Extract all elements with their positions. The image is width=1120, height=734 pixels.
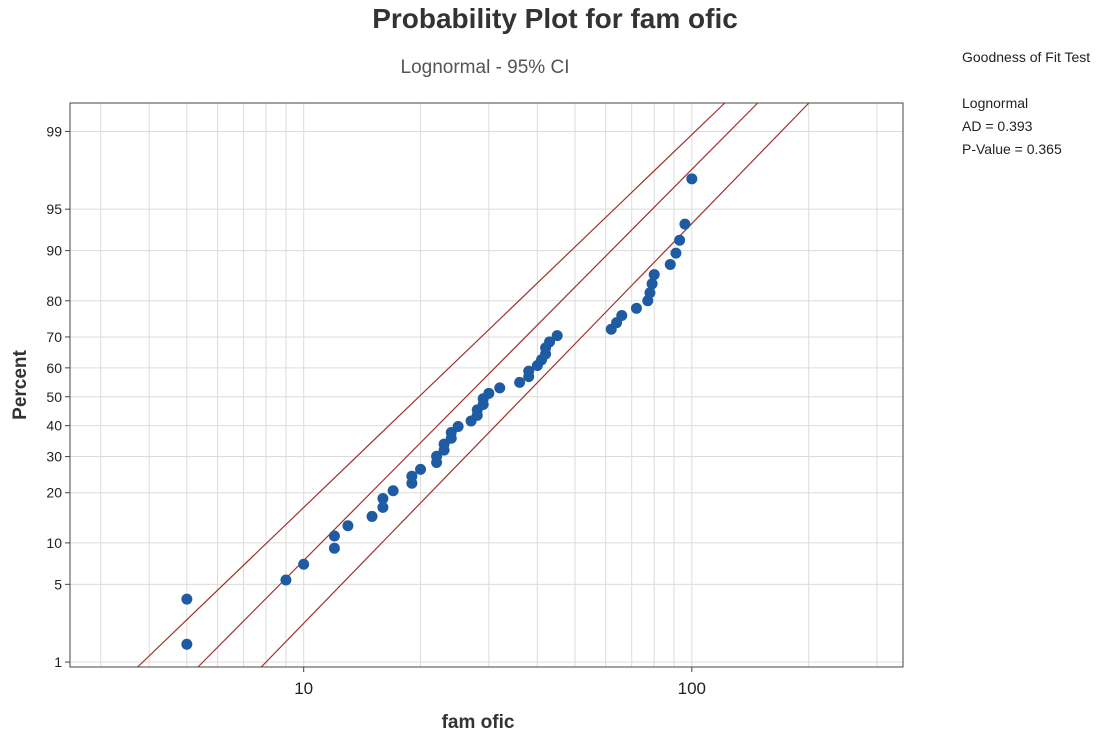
data-point [646,278,658,290]
data-point [644,287,656,299]
gof-ad-statistic: AD = 0.393 [962,118,1033,134]
y-tick-label: 95 [46,201,62,217]
data-point [483,387,495,399]
x-axis-ticks: 10 100 [294,667,706,698]
data-point [674,234,686,246]
data-point [181,593,193,605]
y-tick-label: 90 [46,243,62,259]
plot-area-border [69,102,904,668]
data-point [452,421,464,433]
data-point [679,218,691,230]
y-tick-label: 99 [46,123,62,139]
data-point [406,470,418,482]
data-point [648,269,660,281]
goodness-of-fit-panel: Goodness of Fit Test Lognormal AD = 0.39… [962,49,1090,157]
y-tick-label: 5 [54,576,62,592]
data-point [514,376,526,388]
data-point [377,501,389,513]
x-tick-label: 100 [678,679,706,698]
x-tick-label: 10 [294,679,313,698]
y-tick-label: 10 [46,535,62,551]
data-point [686,173,698,185]
gof-heading: Goodness of Fit Test [962,49,1090,65]
y-tick-label: 80 [46,293,62,309]
data-point [494,382,506,394]
data-point [181,638,193,650]
ci-lower-line [137,102,726,668]
data-point [342,520,354,532]
data-point [298,558,310,570]
y-tick-label: 50 [46,389,62,405]
data-point [630,302,642,314]
data-point [377,493,389,505]
data-point [366,510,378,522]
y-axis-label: Percent [10,349,31,419]
y-tick-label: 20 [46,485,62,501]
data-point [523,365,535,377]
confidence-interval-lines [137,102,810,668]
data-point [415,463,427,475]
gof-distribution: Lognormal [962,95,1028,111]
y-tick-label: 30 [46,449,62,465]
y-tick-label: 1 [54,654,62,670]
y-tick-label: 40 [46,418,62,434]
data-point [280,574,292,586]
data-point [616,309,628,321]
ci-upper-line [260,102,810,668]
data-points [181,173,698,650]
gof-p-value: P-Value = 0.365 [962,141,1062,157]
chart-subtitle: Lognormal - 95% CI [401,57,570,78]
data-point [328,530,340,542]
data-point [664,258,676,270]
data-point [328,542,340,554]
y-axis-ticks: 1 5 10 20 30 40 50 60 70 80 90 95 99 [46,123,70,670]
data-point [551,330,563,342]
data-point [431,450,443,462]
y-tick-label: 70 [46,329,62,345]
data-point [387,485,399,497]
data-point [544,336,556,348]
y-tick-label: 60 [46,360,62,376]
data-point [670,247,682,259]
x-axis-label: fam ofic [442,712,515,733]
chart-title: Probability Plot for fam ofic [372,3,738,34]
fit-line [197,102,759,668]
grid-lines [70,103,903,667]
